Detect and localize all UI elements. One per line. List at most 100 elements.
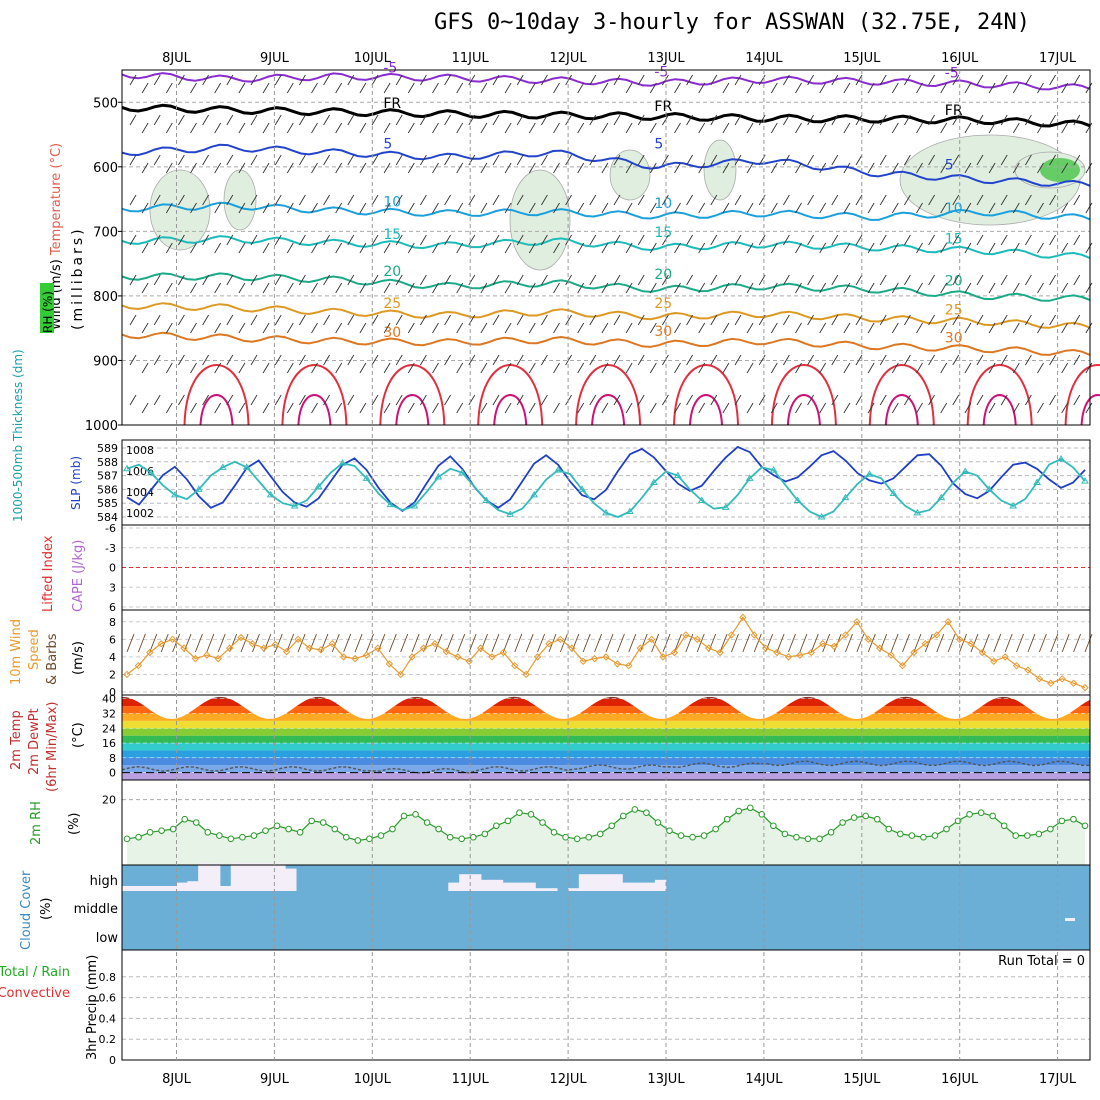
wind-barb xyxy=(952,234,960,246)
wind-barb xyxy=(776,633,785,653)
wind-barb xyxy=(807,234,814,246)
wind-barb xyxy=(577,322,585,334)
wind-barb xyxy=(913,633,922,653)
rh-marker xyxy=(123,835,131,843)
wind-barb xyxy=(822,633,831,653)
wind-barb xyxy=(928,154,935,166)
wind-speed-marker xyxy=(180,644,188,652)
high-cloud-bar xyxy=(480,879,493,891)
y-tick-label: 0.4 xyxy=(99,1012,117,1025)
wind-barb xyxy=(165,242,173,254)
wind-barb xyxy=(710,194,718,206)
wind-barb xyxy=(770,82,778,94)
wind-barb xyxy=(1012,322,1020,334)
isotherm-line xyxy=(121,331,1091,356)
wind-barb xyxy=(226,74,234,86)
wind-barb xyxy=(722,82,730,94)
wind-barb xyxy=(565,154,572,166)
wind-barb xyxy=(214,282,222,294)
wind-barb xyxy=(141,82,149,94)
wind-barb xyxy=(371,394,379,406)
wind-barb xyxy=(952,354,960,366)
wind-barb xyxy=(753,633,762,653)
wind-barb xyxy=(589,154,597,166)
legend-convective: Convective xyxy=(0,986,70,1001)
wind-barb xyxy=(347,314,355,326)
wind-barb xyxy=(722,162,730,174)
high-cloud-bar xyxy=(491,879,504,891)
wind-barb xyxy=(867,402,875,414)
wind-barb xyxy=(343,633,352,653)
middle-cloud-bar xyxy=(1065,918,1075,921)
legend-total-rain: Total / Rain xyxy=(0,965,70,980)
wind-barb xyxy=(407,322,415,334)
wind-speed-marker xyxy=(476,644,485,652)
wind-barb xyxy=(1037,202,1044,214)
wind-barb xyxy=(335,402,343,414)
wind-barb xyxy=(1012,242,1020,254)
wind-barb xyxy=(613,154,621,166)
rh-marker xyxy=(793,833,800,841)
wind-barb xyxy=(195,633,203,653)
wind-barb xyxy=(940,402,948,414)
rh-marker xyxy=(458,835,466,843)
wind-barb xyxy=(879,74,887,86)
wind-barb xyxy=(491,633,500,653)
thickness-marker xyxy=(1057,455,1065,462)
precip-frame xyxy=(121,949,1091,1061)
wind-barb xyxy=(516,354,524,366)
wind-speed-marker xyxy=(841,631,850,639)
left-tick-label: 584 xyxy=(97,511,118,524)
wind-barb xyxy=(904,234,911,246)
rh-marker xyxy=(1081,822,1089,830)
thickness-marker xyxy=(410,501,419,509)
rh-marker xyxy=(1047,825,1054,833)
wind-barb xyxy=(976,194,984,206)
wind-barb xyxy=(528,162,536,174)
wind-barb xyxy=(1000,314,1008,326)
wind-barb xyxy=(335,242,343,254)
rh-marker xyxy=(389,825,396,833)
wind-barb xyxy=(504,122,512,134)
high-cloud-bar xyxy=(600,874,612,891)
cloud-unit: (%) xyxy=(39,898,54,921)
wind-barb xyxy=(594,633,603,653)
wind-speed-marker xyxy=(271,640,279,649)
rh-marker xyxy=(943,825,950,833)
wind-barb xyxy=(178,114,185,126)
wind-barb xyxy=(637,114,645,126)
wind-speed-marker xyxy=(910,648,918,657)
wind-barb xyxy=(407,362,415,374)
wind-barb xyxy=(311,82,318,94)
rh-marker xyxy=(897,830,904,838)
thickness-marker xyxy=(1033,478,1041,485)
wind-barb xyxy=(311,162,318,174)
wind-barb xyxy=(274,633,283,653)
wind-barb xyxy=(795,202,802,214)
wind-barb xyxy=(940,122,948,134)
wind-barb xyxy=(637,154,645,166)
wind-speed-marker xyxy=(305,644,314,652)
wind-barb xyxy=(383,242,391,254)
wind-barb xyxy=(1049,394,1056,406)
wind-barb xyxy=(952,274,960,286)
wind-barb xyxy=(528,242,536,254)
wind-speed-marker xyxy=(739,613,747,622)
y-tick-label: 800 xyxy=(93,290,118,305)
wind-barb xyxy=(299,194,306,206)
temp-contour-40 xyxy=(199,394,234,426)
isotherm-label: 10 xyxy=(383,195,401,211)
wind-barb xyxy=(299,314,306,326)
rh-marker xyxy=(239,833,246,841)
wind-barb xyxy=(214,322,222,334)
wind-barb xyxy=(468,74,476,86)
wind-barb xyxy=(129,74,137,86)
wind-barb xyxy=(795,282,802,294)
wind-barb xyxy=(819,362,827,374)
wind-barb xyxy=(807,154,814,166)
wind-barb xyxy=(541,394,548,406)
wind-barb xyxy=(347,194,355,206)
day-label-bottom: 13JUL xyxy=(647,1072,685,1087)
wind-barb xyxy=(309,633,317,653)
wind-speed-marker xyxy=(123,670,131,679)
